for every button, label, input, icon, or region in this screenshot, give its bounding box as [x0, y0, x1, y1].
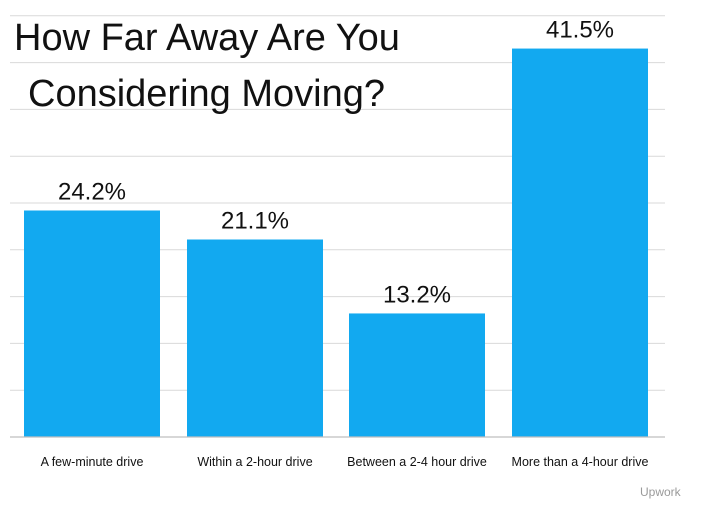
x-tick-label: Within a 2-hour drive: [197, 455, 312, 469]
chart-title-line-2: Considering Moving?: [28, 73, 385, 115]
source-label: Upwork: [640, 485, 682, 499]
data-label: 21.1%: [221, 208, 289, 235]
data-label: 41.5%: [546, 17, 614, 44]
bar: [187, 239, 323, 437]
bar: [349, 313, 485, 437]
x-tick-label: Between a 2-4 hour drive: [347, 455, 487, 469]
bars: [24, 48, 648, 438]
chart-title-line-1: How Far Away Are You: [14, 17, 400, 59]
x-tick-label: More than a 4-hour drive: [512, 455, 649, 469]
data-label: 13.2%: [383, 281, 451, 308]
x-tick-label: A few-minute drive: [41, 455, 144, 469]
bar: [512, 48, 648, 438]
data-label: 24.2%: [58, 178, 126, 205]
x-tick-labels: A few-minute drive Within a 2-hour drive B…: [41, 455, 649, 469]
bar: [24, 210, 160, 437]
data-labels: 24.2% 21.1% 13.2% 41.5%: [58, 17, 614, 309]
